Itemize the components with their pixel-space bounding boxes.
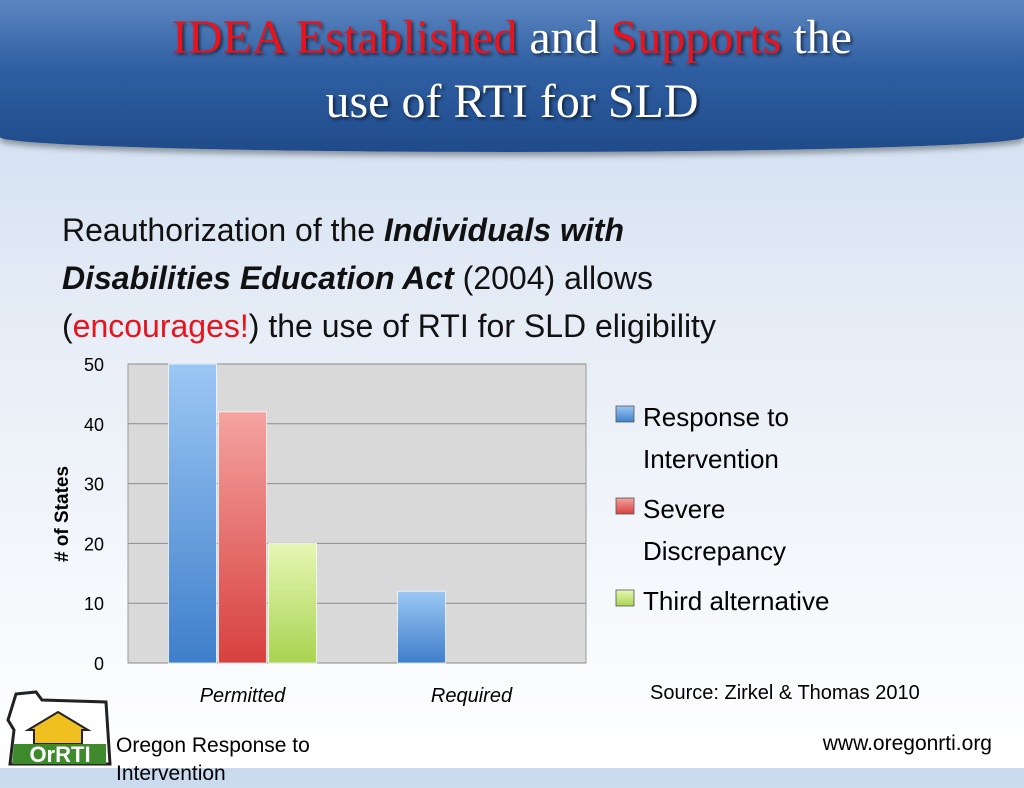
- y-tick-label: 30: [84, 475, 104, 495]
- legend-label: Severe: [643, 494, 725, 524]
- orrti-logo: OrRTI: [6, 690, 112, 767]
- paren-open: (: [62, 308, 73, 344]
- page-title: IDEA Established and Supports the use of…: [0, 6, 1024, 134]
- legend-swatch: [615, 497, 635, 515]
- legend-label: Response to: [643, 402, 789, 432]
- title-line-2: use of RTI for SLD: [325, 75, 699, 128]
- act-name-line-1: Individuals with: [383, 212, 624, 248]
- legend-label: Discrepancy: [643, 536, 786, 566]
- bar-response-to-intervention-permitted: [168, 363, 217, 664]
- logo-text: OrRTI: [29, 742, 90, 767]
- footer-org-line-2: Intervention: [116, 762, 226, 785]
- body-text-3: ) the use of RTI for SLD eligibility: [248, 308, 716, 344]
- bar-third-alternative-permitted: [268, 542, 317, 664]
- legend-swatch: [615, 405, 635, 423]
- y-tick-label: 40: [84, 415, 104, 435]
- title-line-1: IDEA Established and Supports the: [0, 6, 1024, 70]
- y-tick-label: 0: [94, 654, 104, 674]
- x-tick-label: Required: [431, 685, 513, 707]
- x-tick-label: Permitted: [200, 685, 286, 707]
- footer-org-name: Oregon Response to Intervention: [116, 732, 376, 788]
- legend-swatch: [615, 589, 635, 607]
- body-paragraph: Reauthorization of the Individuals with …: [62, 206, 962, 350]
- title-the: the: [781, 11, 852, 64]
- bar-response-to-intervention-required: [397, 590, 446, 664]
- title-supports: Supports: [610, 11, 782, 64]
- y-tick-label: 50: [84, 355, 104, 375]
- legend-label: Third alternative: [643, 586, 829, 616]
- body-text-2: (2004) allows: [453, 260, 653, 296]
- title-and: and: [517, 11, 611, 64]
- footer-url[interactable]: www.oregonrti.org: [822, 732, 992, 755]
- title-banner: [0, 0, 1024, 152]
- bar-chart: 0 10 20 30 40 50 Permitted Required # of State…: [52, 355, 829, 707]
- y-axis-label: # of States: [52, 466, 73, 562]
- body-text-1: Reauthorization of the: [62, 212, 384, 248]
- legend-label: Intervention: [643, 444, 779, 474]
- encourages-text: encourages!: [72, 308, 249, 344]
- source-citation: Source: Zirkel & Thomas 2010: [650, 682, 920, 704]
- y-tick-label: 10: [84, 594, 104, 614]
- act-name-line-2: Disabilities Education Act: [62, 260, 454, 296]
- title-idea-established: IDEA Established: [172, 11, 518, 64]
- bar-severe-discrepancy-permitted: [218, 411, 267, 664]
- y-tick-label: 20: [84, 534, 104, 554]
- footer-org-line-1: Oregon Response to: [116, 734, 310, 757]
